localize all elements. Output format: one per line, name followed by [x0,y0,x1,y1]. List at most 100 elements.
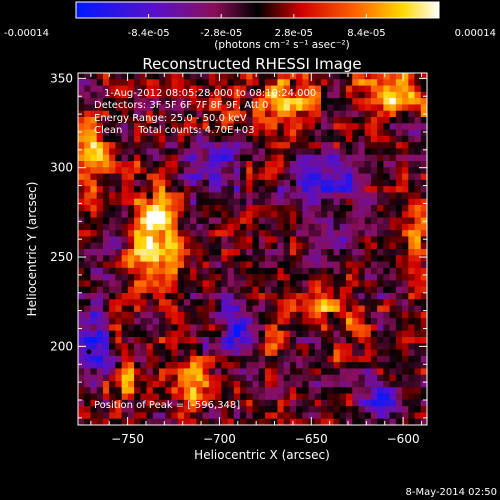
heatmap-cell [252,85,260,93]
heatmap-cell [90,129,98,137]
heatmap-cell [264,399,272,407]
heatmap-cell [414,280,422,288]
heatmap-cell [240,104,247,112]
heatmap-cell [96,236,104,244]
heatmap-cell [402,355,409,363]
heatmap-cell [414,249,422,256]
heatmap-cell [96,293,104,300]
heatmap-cell [283,211,291,218]
heatmap-cell [308,362,316,369]
heatmap-cell [109,73,116,80]
heatmap-cell [258,299,266,306]
heatmap-cell [408,242,415,250]
heatmap-cell [140,418,147,426]
heatmap-cell [358,255,366,262]
heatmap-cell [109,179,116,187]
heatmap-cell [395,98,403,105]
heatmap-cell [395,85,403,93]
heatmap-cell [252,293,260,300]
heatmap-cell [152,293,160,300]
heatmap-cell [333,274,341,281]
heatmap-cell [140,142,147,149]
heatmap-cell [171,91,179,99]
heatmap-cell [240,230,247,237]
heatmap-cell [152,148,160,156]
heatmap-cell [296,135,303,143]
heatmap-cell [333,110,341,118]
heatmap-cell [146,280,154,288]
heatmap-cell [333,104,341,112]
heatmap-cell [389,381,397,388]
heatmap-cell [402,280,409,288]
heatmap-cell [314,104,322,112]
heatmap-cell [134,85,141,93]
heatmap-cell [314,286,322,294]
heatmap-cell [358,85,366,93]
heatmap-cell [190,418,197,426]
heatmap-cell [140,412,147,420]
heatmap-cell [177,249,185,256]
heatmap-cell [383,355,391,363]
heatmap-cell [102,267,110,275]
heatmap-cell [221,368,228,376]
heatmap-cell [358,104,366,112]
heatmap-cell [252,173,260,181]
heatmap-cell [258,261,266,269]
heatmap-cell [414,79,422,86]
heatmap-cell [377,349,384,357]
heatmap-cell [227,355,235,363]
heatmap-cell [240,135,247,143]
heatmap-cell [202,261,210,269]
heatmap-cell [402,217,409,225]
heatmap-cell [177,79,185,86]
heatmap-cell [264,393,272,401]
heatmap-cell [402,318,409,325]
heatmap-cell [202,236,210,244]
heatmap-cell [165,393,172,401]
heatmap-cell [121,349,129,357]
heatmap-cell [345,418,353,426]
heatmap-cell [102,274,110,281]
heatmap-cell [183,79,191,86]
heatmap-cell [127,311,135,319]
heatmap-cell [296,223,303,231]
heatmap-cell [78,406,85,413]
heatmap-cell [196,267,204,275]
heatmap-cell [339,406,347,413]
heatmap-cell [358,242,366,250]
heatmap-cell [177,261,185,269]
heatmap-cell [264,242,272,250]
heatmap-cell [183,311,191,319]
heatmap-cell [252,412,260,420]
heatmap-cell [196,249,204,256]
heatmap-cell [271,186,278,193]
heatmap-cell [233,393,241,401]
heatmap-cell [414,324,422,332]
heatmap-cell [283,261,291,269]
heatmap-cell [246,223,253,231]
heatmap-cell [258,79,266,86]
heatmap-cell [420,79,428,86]
heatmap-cell [383,186,391,193]
heatmap-cell [171,381,179,388]
heatmap-cell [370,286,378,294]
heatmap-cell [333,355,341,363]
heatmap-cell [208,161,216,168]
heatmap-cell [140,148,147,156]
heatmap-cell [127,142,135,149]
heatmap-cell [252,349,260,357]
heatmap-cell [177,337,185,344]
heatmap-cell [84,230,91,237]
heatmap-cell [414,179,422,187]
heatmap-cell [96,330,104,338]
heatmap-cell [420,305,428,313]
heatmap-cell [183,330,191,338]
heatmap-cell [283,293,291,300]
heatmap-cell [109,186,116,193]
heatmap-cell [321,305,328,313]
heatmap-cell [140,98,147,105]
heatmap-cell [345,161,353,168]
heatmap-cell [140,230,147,237]
heatmap-cell [121,261,129,269]
heatmap-cell [96,418,104,426]
